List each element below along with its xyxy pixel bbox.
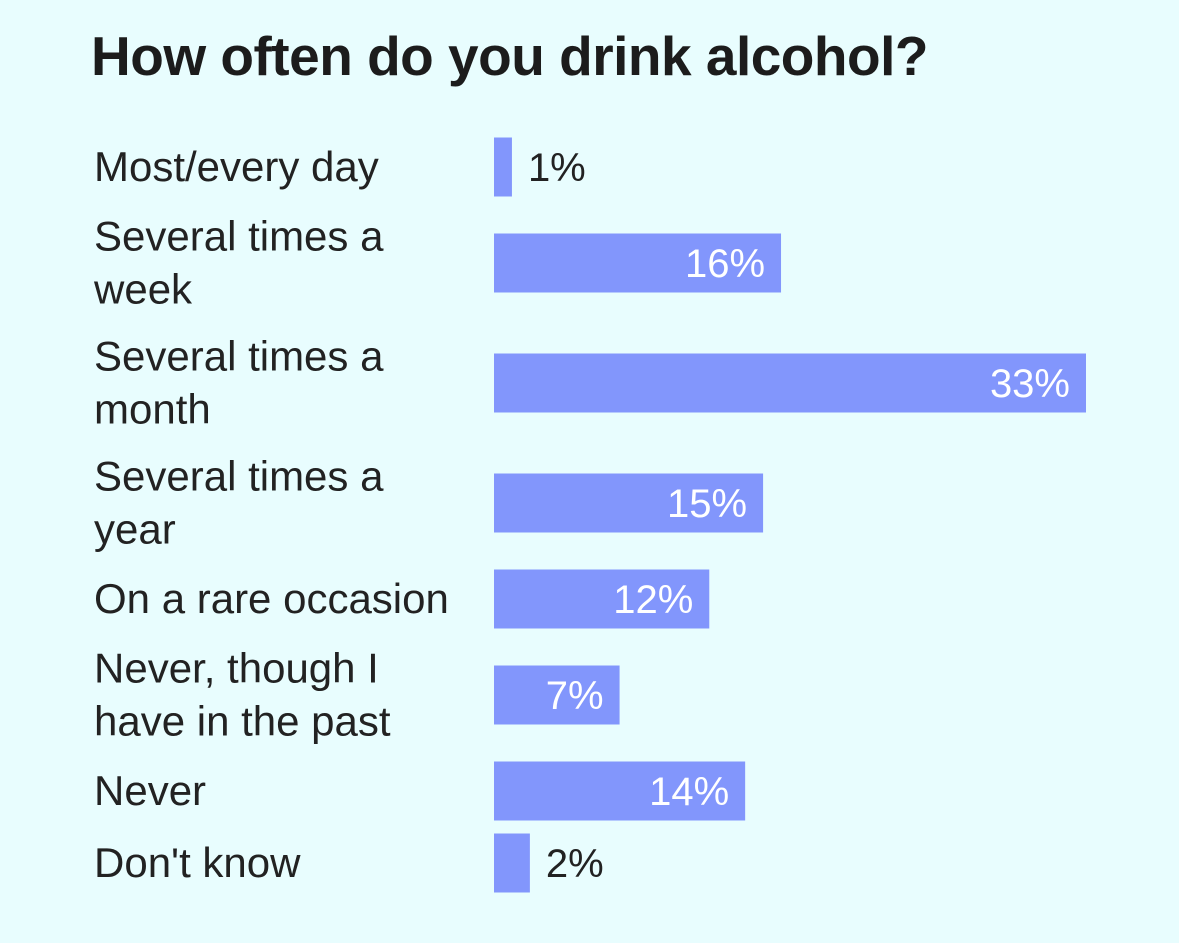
value-label: 1% [528,146,586,190]
bar [494,665,620,725]
category-label: Don't know [94,839,301,886]
value-label: 33% [990,362,1070,406]
category-label: Several times a week [93,213,384,313]
value-label: 14% [649,770,729,814]
bar-row: Most/every day 1% [94,137,586,197]
bar-row: Don't know 2% [94,833,604,893]
bar [494,833,530,893]
category-label: Most/every day [94,143,379,190]
category-label: Several times a year [94,453,384,553]
category-label: Never [94,767,206,814]
bar [494,569,710,629]
bar-row: Never 14% [94,761,746,821]
bar [494,353,1086,413]
bar [494,473,764,533]
value-label: 16% [685,242,765,286]
value-label: 15% [667,482,747,526]
bar [494,761,746,821]
bar-row: Several times a week 16% [93,213,782,313]
category-label: On a rare occasion [94,575,449,622]
value-label: 2% [546,842,604,886]
value-label: 7% [546,674,604,718]
chart-title: How often do you drink alcohol? [91,25,928,87]
bar-row: On a rare occasion 12% [94,569,710,629]
bar-row: Several times a month 33% [94,333,1086,433]
value-label: 12% [613,578,693,622]
bar [494,233,782,293]
bar [494,137,512,197]
bar-row: Several times a year 15% [94,453,764,553]
category-label: Several times a month [94,333,384,433]
